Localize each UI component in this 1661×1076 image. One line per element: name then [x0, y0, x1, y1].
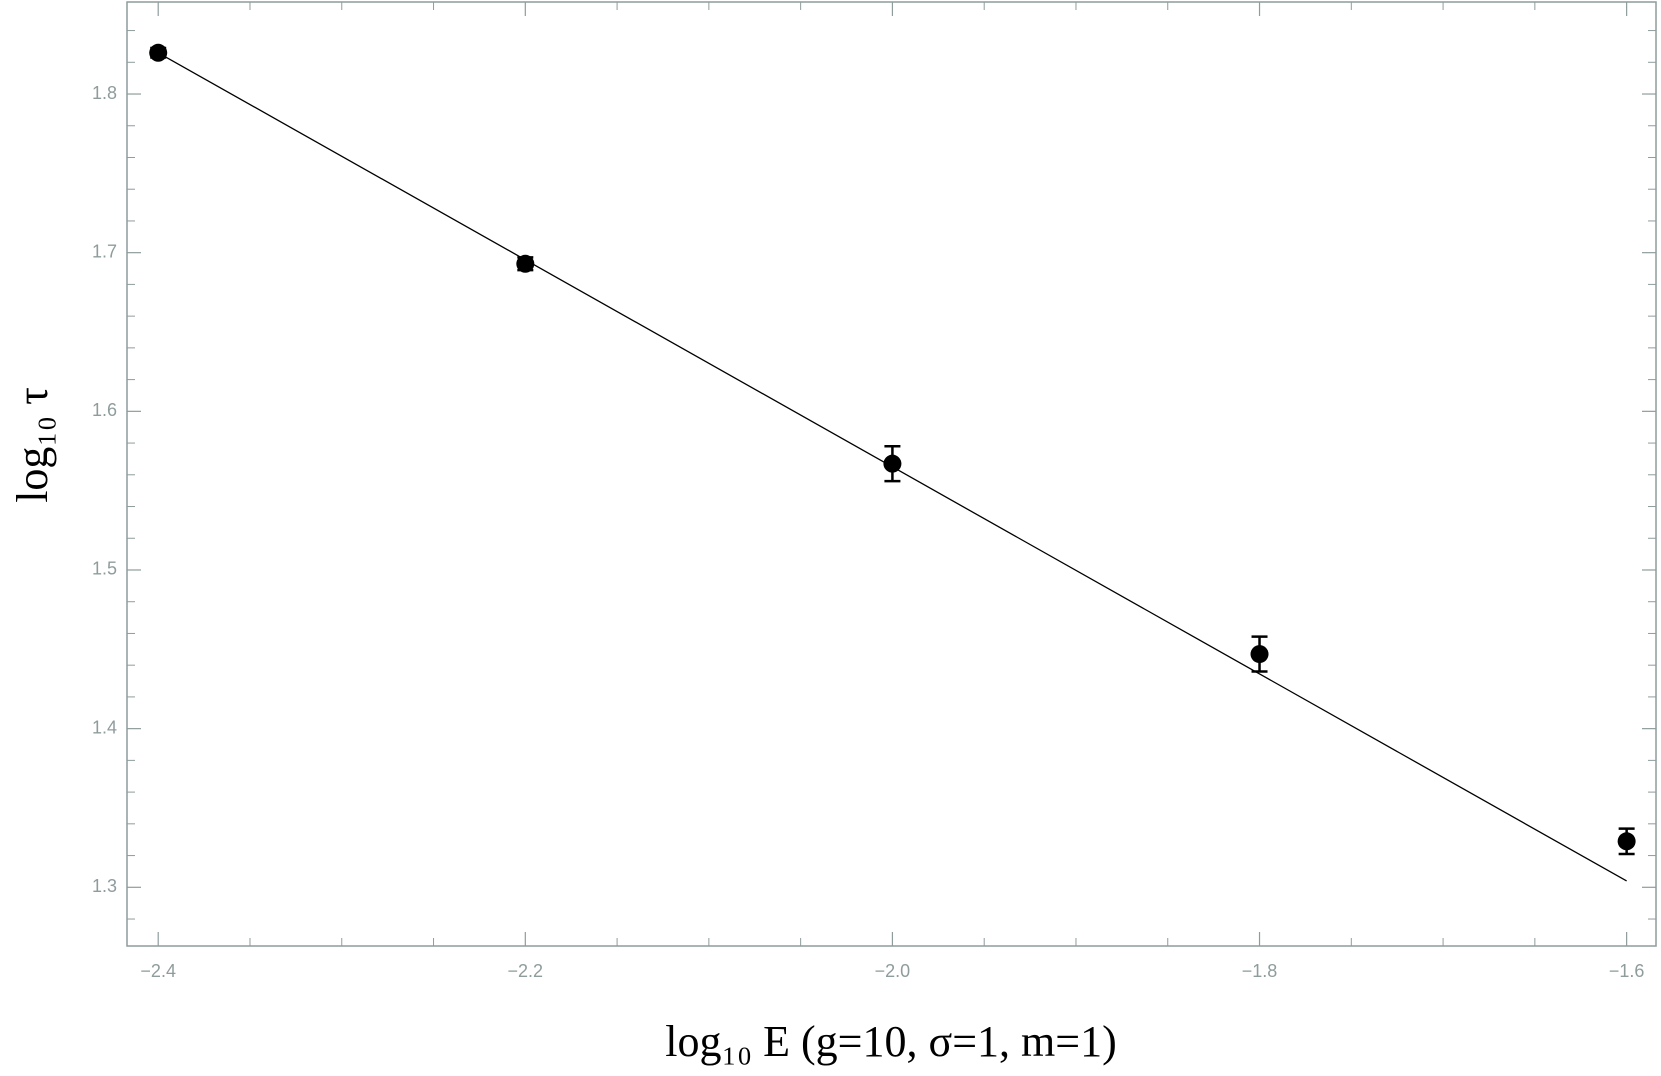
data-point — [883, 454, 902, 473]
x-tick-label: −1.8 — [1242, 961, 1278, 981]
y-tick-label: 1.6 — [92, 400, 117, 420]
y-axis-title: log₁₀ τ — [8, 387, 57, 503]
data-point — [1617, 832, 1636, 851]
x-tick-label: −2.2 — [508, 961, 544, 981]
x-axis-title: log₁₀ E (g=10, σ=1, m=1) — [665, 1017, 1116, 1066]
plot-frame — [126, 1, 1657, 947]
y-tick-label: 1.7 — [92, 241, 117, 261]
x-tick-label: −1.6 — [1609, 961, 1645, 981]
data-point — [1250, 645, 1269, 664]
data-point — [149, 43, 168, 62]
y-tick-label: 1.8 — [92, 83, 117, 103]
y-tick-label: 1.5 — [92, 559, 117, 579]
y-tick-label: 1.4 — [92, 717, 117, 737]
y-tick-label: 1.3 — [92, 876, 117, 896]
x-tick-label: −2.0 — [875, 961, 911, 981]
data-point — [516, 254, 535, 273]
x-tick-label: −2.4 — [140, 961, 176, 981]
